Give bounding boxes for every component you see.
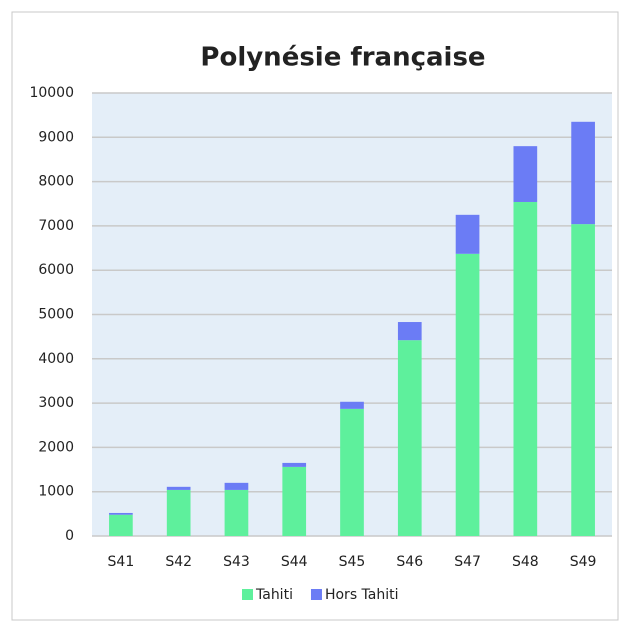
bar-segment [224, 489, 249, 536]
legend-label: Hors Tahiti [325, 587, 399, 603]
y-tick-label: 2000 [38, 439, 74, 455]
x-tick-label: S45 [339, 554, 366, 570]
x-tick-label: S46 [396, 554, 423, 570]
legend-swatch [310, 589, 322, 600]
x-tick-label: S42 [165, 554, 192, 570]
bar-segment [224, 482, 249, 490]
legend-swatch [242, 589, 253, 600]
bar-segment [166, 486, 191, 490]
bar-segment [109, 514, 133, 536]
chart-title: Polynésie française [200, 43, 485, 73]
y-tick-label: 9000 [38, 129, 74, 145]
y-tick-label: 0 [65, 528, 74, 544]
y-tick-label: 3000 [38, 395, 74, 411]
bar-segment [513, 146, 538, 202]
bar-segment [340, 408, 364, 536]
y-tick-label: 10000 [29, 85, 74, 101]
bar-segment [455, 253, 480, 536]
y-tick-label: 8000 [38, 174, 74, 190]
y-tick-label: 4000 [38, 351, 74, 367]
y-tick-label: 5000 [38, 307, 74, 323]
x-tick-label: S47 [454, 554, 481, 570]
bar-segment [282, 466, 307, 536]
bar-segment [571, 121, 595, 225]
y-tick-label: 7000 [38, 218, 74, 234]
x-tick-label: S48 [512, 554, 539, 570]
bar-segment [397, 340, 422, 536]
legend-label: Tahiti [255, 587, 293, 603]
y-tick-label: 1000 [38, 484, 74, 500]
bar-segment [109, 512, 133, 515]
bar-segment [340, 401, 364, 409]
x-tick-label: S49 [570, 554, 597, 570]
bar-segment [455, 214, 480, 254]
x-tick-label: S44 [281, 554, 308, 570]
bar-segment [166, 489, 191, 536]
bar-segment [282, 462, 307, 467]
bar-segment [571, 224, 595, 537]
bar-segment [397, 322, 422, 341]
x-tick-label: S41 [108, 554, 135, 570]
bar-segment [513, 201, 538, 536]
y-tick-label: 6000 [38, 262, 74, 278]
x-tick-label: S43 [223, 554, 250, 570]
